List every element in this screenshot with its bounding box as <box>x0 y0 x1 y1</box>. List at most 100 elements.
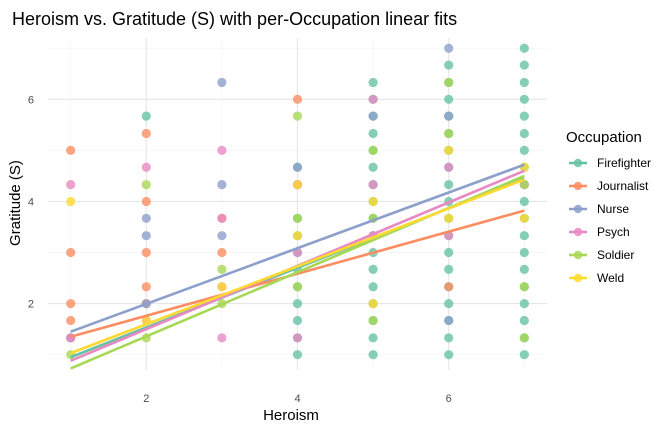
data-point-weld <box>368 299 378 309</box>
data-point-firefighter <box>444 60 454 70</box>
data-point-firefighter <box>519 94 529 104</box>
data-point-firefighter <box>519 196 529 207</box>
data-point-journalist <box>141 282 151 292</box>
data-point-soldier <box>292 282 303 292</box>
data-point-weld <box>444 145 454 155</box>
data-point-firefighter <box>141 111 151 121</box>
y-tick-label: 2 <box>28 299 34 311</box>
data-point-firefighter <box>444 179 454 190</box>
y-tick-label: 4 <box>28 196 34 208</box>
data-point-nurse <box>444 43 454 53</box>
legend: Occupation Firefighter Journalist Nurse Psy… <box>566 129 651 285</box>
data-point-firefighter <box>519 247 529 258</box>
data-point-firefighter <box>519 315 529 326</box>
data-points <box>66 43 529 360</box>
data-point-weld <box>292 231 303 241</box>
data-point-firefighter <box>444 299 454 309</box>
data-point-nurse <box>141 231 151 241</box>
data-point-psych <box>217 145 227 155</box>
legend-marker <box>573 181 583 191</box>
data-point-journalist <box>141 247 151 258</box>
chart-title: Heroism vs. Gratitude (S) with per-Occup… <box>12 9 457 29</box>
data-point-psych <box>292 333 303 343</box>
legend-label: Nurse <box>597 202 629 216</box>
data-point-firefighter <box>519 350 529 360</box>
legend-label: Soldier <box>597 248 634 262</box>
data-point-nurse <box>292 162 303 172</box>
data-point-nurse <box>217 77 227 88</box>
legend-label: Journalist <box>597 179 649 193</box>
data-point-firefighter <box>519 264 529 274</box>
data-point-psych <box>217 333 227 343</box>
data-point-soldier <box>292 213 303 223</box>
x-tick-label: 2 <box>143 393 149 405</box>
data-point-firefighter <box>519 77 529 88</box>
data-point-nurse <box>368 111 378 121</box>
data-point-soldier <box>368 315 378 326</box>
legend-item-soldier: Soldier <box>569 248 634 262</box>
data-point-nurse <box>217 179 227 190</box>
data-point-firefighter <box>292 315 303 326</box>
data-point-soldier <box>519 282 529 292</box>
data-point-firefighter <box>368 128 378 139</box>
legend-item-journalist: Journalist <box>569 179 649 193</box>
data-point-firefighter <box>519 111 529 121</box>
data-point-journalist <box>66 247 76 258</box>
data-point-psych <box>368 94 378 104</box>
data-point-journalist <box>66 299 76 309</box>
data-point-firefighter <box>444 94 454 104</box>
data-point-nurse <box>141 213 151 223</box>
data-point-nurse <box>444 111 454 121</box>
data-point-firefighter <box>444 350 454 360</box>
data-point-journalist <box>66 145 76 155</box>
data-point-psych <box>217 213 227 223</box>
legend-item-nurse: Nurse <box>569 202 629 216</box>
data-point-firefighter <box>444 247 454 258</box>
data-point-journalist <box>66 315 76 326</box>
data-point-firefighter <box>519 231 529 241</box>
data-point-psych <box>141 162 151 172</box>
data-point-psych <box>368 179 378 190</box>
data-point-firefighter <box>519 299 529 309</box>
data-point-soldier <box>444 128 454 139</box>
data-point-nurse <box>217 231 227 241</box>
legend-marker <box>573 227 583 237</box>
fit-lines <box>70 163 525 370</box>
data-point-firefighter <box>368 350 378 360</box>
data-point-firefighter <box>292 299 303 309</box>
legend-label: Weld <box>597 271 624 285</box>
data-point-soldier <box>368 145 378 155</box>
legend-marker <box>573 204 583 214</box>
legend-marker <box>573 250 583 260</box>
fit-line-nurse <box>70 163 525 333</box>
data-point-journalist <box>141 128 151 139</box>
data-point-firefighter <box>368 162 378 172</box>
legend-marker <box>573 158 583 168</box>
data-point-weld <box>519 213 529 223</box>
data-point-weld <box>444 213 454 223</box>
x-axis-title: Heroism <box>263 407 319 424</box>
axis-ticks: 2 4 6 2 4 6 <box>28 94 452 405</box>
fit-line-journalist <box>70 209 525 339</box>
data-point-journalist <box>444 282 454 292</box>
data-point-firefighter <box>519 43 529 53</box>
legend-marker <box>573 273 583 283</box>
data-point-firefighter <box>519 60 529 70</box>
data-point-firefighter <box>519 145 529 155</box>
data-point-firefighter <box>444 333 454 343</box>
data-point-soldier <box>217 264 227 274</box>
data-point-firefighter <box>368 282 378 292</box>
data-point-soldier <box>444 77 454 88</box>
data-point-weld <box>368 196 378 207</box>
fit-line-weld <box>70 178 525 355</box>
data-point-firefighter <box>368 77 378 88</box>
data-point-journalist <box>217 247 227 258</box>
x-tick-label: 4 <box>294 393 300 405</box>
data-point-journalist <box>141 196 151 207</box>
data-point-weld <box>66 196 76 207</box>
legend-item-weld: Weld <box>569 271 624 285</box>
legend-item-psych: Psych <box>569 225 630 239</box>
data-point-soldier <box>519 179 529 190</box>
